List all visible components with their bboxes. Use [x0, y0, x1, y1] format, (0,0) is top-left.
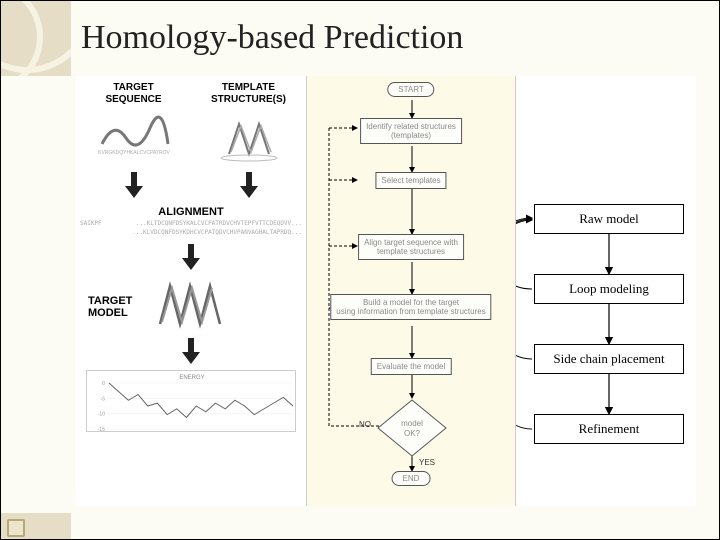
stage-box-side: Side chain placement [534, 344, 684, 374]
svg-text:-10: -10 [98, 412, 105, 418]
target-model-ribbon-icon [142, 274, 232, 334]
energy-title: ENERGY [179, 375, 204, 381]
flowchart-no-label: NO [359, 420, 371, 429]
flowchart-node-sel: Select templates [375, 172, 446, 189]
corner-ornament [1, 1, 71, 76]
down-arrow-icon [125, 172, 143, 198]
left-panel: TARGET SEQUENCE TEMPLATE STRUCTURE(S) KV… [76, 76, 306, 506]
target-model-label: TARGET MODEL [82, 295, 132, 319]
bottom-ornament [1, 513, 71, 539]
svg-text:-5: -5 [101, 396, 106, 402]
svg-text:-15: -15 [98, 427, 105, 433]
flowchart-node-end: END [392, 471, 431, 486]
alignment-seq-2: ...KLVDCQNFDSYKDHCVCPATQDVCHVPANVAGHALTA… [76, 229, 306, 236]
flowchart-yes-label: YES [419, 458, 435, 467]
stage-box-raw: Raw model [534, 204, 684, 234]
flowchart-panel: modelOK? START Identify related structure… [306, 76, 516, 506]
alignment-label: ALIGNMENT [76, 206, 306, 218]
flowchart-node-ident: Identify related structures(templates) [360, 118, 462, 144]
target-squiggle-icon: KVRGKDQYHKALCVCPATROV [94, 114, 174, 156]
energy-plot: ENERGY 0 -5 -10 -15 [86, 370, 296, 432]
svg-text:KVRGKDQYHKALCVCPATROV: KVRGKDQYHKALCVCPATROV [98, 150, 170, 156]
down-arrow-icon [182, 244, 200, 270]
down-arrow-icon [240, 172, 258, 198]
svg-text:model: model [401, 419, 423, 428]
template-ribbon-icon [209, 114, 289, 162]
flowchart-node-align: Align target sequence withtemplate struc… [358, 234, 464, 260]
page-title: Homology-based Prediction [81, 19, 463, 57]
template-structure-label: TEMPLATE STRUCTURE(S) [191, 82, 306, 106]
svg-text:0: 0 [102, 381, 105, 387]
stage-box-refine: Refinement [534, 414, 684, 444]
alignment-seq-1: SAIKPF ...KLTDCQNFDSYKALCVCPATRDVCHVTEPF… [76, 220, 306, 227]
flowchart-node-build: Build a model for the targetusing inform… [330, 294, 491, 320]
flowchart-node-start: START [387, 82, 434, 97]
svg-text:OK?: OK? [404, 429, 421, 438]
content-area: TARGET SEQUENCE TEMPLATE STRUCTURE(S) KV… [76, 76, 696, 506]
flowchart-node-eval: Evaluate the model [371, 358, 452, 375]
stage-box-loop: Loop modeling [534, 274, 684, 304]
down-arrow-icon [182, 338, 200, 364]
target-sequence-label: TARGET SEQUENCE [76, 82, 191, 106]
right-panel: Raw model Loop modeling Side chain placeme… [516, 76, 696, 506]
